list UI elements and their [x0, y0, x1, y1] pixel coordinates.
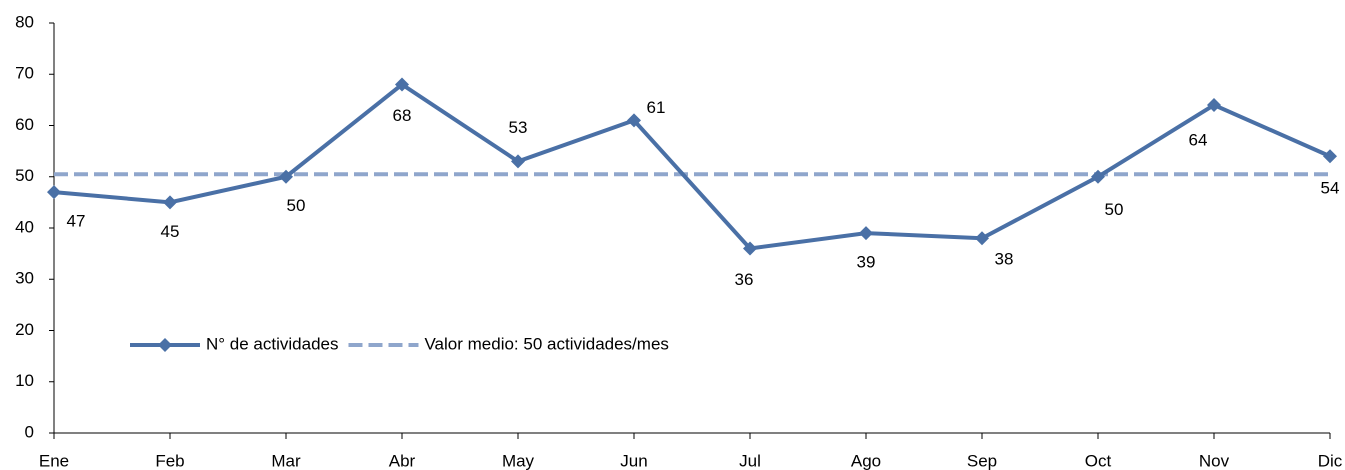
y-tick-label: 50: [15, 166, 34, 185]
y-tick-label: 60: [15, 115, 34, 134]
data-label: 50: [1105, 200, 1124, 219]
point-marker: [279, 169, 293, 184]
point-marker: [859, 226, 873, 241]
x-tick-label: Sep: [967, 451, 997, 470]
data-label: 53: [509, 118, 528, 137]
x-tick-label: Ago: [851, 451, 881, 470]
data-label: 64: [1189, 130, 1208, 149]
y-tick-label: 30: [15, 269, 34, 288]
x-tick-label: Jun: [620, 451, 647, 470]
x-tick-label: Abr: [389, 451, 416, 470]
y-tick-label: 40: [15, 217, 34, 236]
x-tick-label: Oct: [1085, 451, 1112, 470]
data-label: 39: [857, 253, 876, 272]
data-label: 61: [647, 98, 666, 117]
legend-label: Valor medio: 50 actividades/mes: [424, 334, 668, 353]
legend-marker: [158, 338, 172, 352]
data-label: 50: [287, 196, 306, 215]
y-tick-label: 10: [15, 371, 34, 390]
legend-label: N° de actividades: [206, 334, 338, 353]
point-marker: [395, 77, 409, 92]
x-tick-label: Nov: [1199, 451, 1230, 470]
point-marker: [627, 113, 641, 128]
data-label: 36: [735, 270, 754, 289]
data-label: 47: [67, 212, 86, 231]
x-tick-label: May: [502, 451, 535, 470]
point-marker: [1207, 98, 1221, 112]
data-label: 38: [995, 250, 1014, 269]
point-marker: [163, 195, 177, 210]
data-label: 54: [1321, 179, 1340, 198]
point-marker: [975, 231, 989, 246]
point-marker: [1091, 169, 1105, 184]
y-tick-label: 0: [25, 422, 34, 441]
x-tick-label: Ene: [39, 451, 69, 470]
x-tick-label: Jul: [739, 451, 761, 470]
point-marker: [511, 154, 525, 169]
point-marker: [1323, 149, 1337, 164]
data-label: 45: [161, 222, 180, 241]
x-tick-label: Dic: [1318, 451, 1343, 470]
data-label: 68: [393, 106, 412, 125]
x-tick-label: Feb: [155, 451, 184, 470]
y-tick-label: 20: [15, 320, 34, 339]
y-tick-label: 80: [15, 12, 34, 31]
series-line: [53, 82, 1331, 251]
x-tick-label: Mar: [271, 451, 301, 470]
y-tick-label: 70: [15, 64, 34, 83]
point-marker: [743, 241, 757, 256]
point-marker: [47, 185, 61, 200]
